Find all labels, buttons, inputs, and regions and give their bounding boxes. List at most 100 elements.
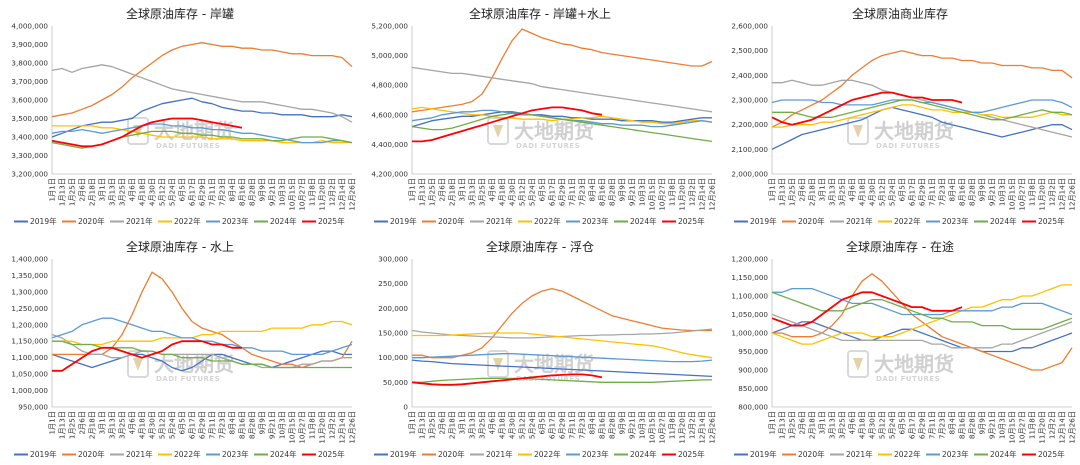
legend-item-label: 2020年 [438,449,465,459]
legend-item-label: 2021年 [846,216,873,226]
x-tick-label: 7月23日 [218,178,227,206]
series-line-2023年 [772,287,1073,316]
legend-item-label: 2019年 [390,216,417,226]
series-line-2021年 [51,333,352,369]
legend-item-label: 2020年 [798,216,825,226]
y-tick-label: 1,250,000 [11,304,48,313]
legend-item-label: 2019年 [30,216,57,226]
x-tick-label: 10月15日 [288,178,297,211]
x-tick-label: 1月25日 [788,178,797,206]
x-tick-label: 9月21日 [268,178,277,206]
x-tick-label: 12月14日 [1058,411,1067,444]
x-tick-label: 6月29日 [918,178,927,206]
x-tick-label: 4月30日 [868,411,877,439]
y-tick-label: 2,300,000 [731,96,768,105]
legend-item-label: 2022年 [894,216,921,226]
x-tick-label: 6月5日 [178,178,187,202]
x-tick-label: 3月1日 [458,411,467,435]
chart-title: 全球原油库存 - 岸罐+水上 [469,6,611,21]
legend-item-label: 2025年 [1038,216,1065,226]
chart-title: 全球原油商业库存 [852,6,948,21]
x-tick-label: 1月13日 [778,178,787,206]
legend-item-label: 2022年 [174,449,201,459]
y-tick-label: 1,300,000 [11,287,48,296]
x-tick-label: 4月6日 [488,178,497,202]
x-tick-label: 12月2日 [688,178,697,206]
series-line-2020年 [771,50,1073,128]
x-tick-label: 3月25日 [478,411,487,439]
series-line-2025年 [51,117,243,148]
legend-item-label: 2019年 [750,449,777,459]
y-tick-label: 2,400,000 [731,71,768,80]
watermark-en: DADI FUTURES [156,375,220,383]
x-tick-label: 12月26日 [708,411,717,444]
x-tick-label: 8月28日 [248,411,257,439]
y-tick-label: 5,000,000 [371,51,408,60]
x-tick-label: 10月15日 [288,411,297,444]
y-tick-label: 4,200,000 [371,170,408,179]
x-tick-label: 10月3日 [998,411,1007,439]
x-tick-label: 4月30日 [508,411,517,439]
chart-in-transit: 全球原油库存 - 在途 800,000 850,000 900,000 950,000 1… [731,239,1076,459]
x-tick-label: 11月20日 [318,178,327,211]
y-tick-label: 1,000,000 [11,386,48,395]
x-tick-label: 12月14日 [698,411,707,444]
x-tick-label: 3月13日 [108,178,117,206]
x-tick-label: 3月1日 [818,411,827,435]
x-tick-label: 4月30日 [148,411,157,439]
y-tick-label: 4,000,000 [11,22,48,31]
y-tick-label: 3,600,000 [11,96,48,105]
x-tick-label: 10月27日 [658,411,667,444]
x-tick-label: 5月12日 [878,178,887,206]
x-tick-label: 8月16日 [958,178,967,206]
x-tick-label: 10月3日 [278,411,287,439]
x-tick-label: 11月20日 [1038,411,1047,444]
x-tick-label: 3月25日 [838,178,847,206]
series-line-2019年 [51,97,353,138]
y-tick-label: 1,150,000 [731,273,768,282]
series-line-2022年 [52,320,353,346]
x-tick-label: 7月23日 [578,411,587,439]
watermark-logo-mark-icon [133,125,143,138]
watermark-logo-mark-icon [853,125,863,138]
x-tick-label: 10月27日 [1018,178,1027,211]
y-tick-label: 2,200,000 [731,120,768,129]
x-tick-label: 11月8日 [1028,411,1037,439]
x-tick-label: 2月6日 [438,178,447,202]
x-tick-label: 1月25日 [428,178,437,206]
x-tick-label: 8月28日 [968,411,977,439]
legend-item-label: 2023年 [582,216,609,226]
watermark-logo-icon [127,350,149,378]
x-tick-label: 3月25日 [118,411,127,439]
series-line-2025年 [771,91,963,126]
series-line-2019年 [411,111,712,128]
x-tick-label: 10月3日 [638,411,647,439]
x-tick-label: 1月25日 [788,411,797,439]
legend-item-label: 2019年 [30,449,57,459]
chart-panel-onshore: 全球原油库存 - 岸罐 3,200,000 3,300,000 3,400,000 3,… [0,0,360,232]
x-tick-label: 5月24日 [888,178,897,206]
series-line-2021年 [772,79,1073,138]
legend-item-label: 2022年 [534,449,561,459]
x-tick-label: 1月25日 [68,178,77,206]
x-tick-label: 3月25日 [118,178,127,206]
x-tick-label: 3月13日 [828,411,837,439]
series-line-2024年 [411,112,713,143]
x-tick-label: 2月6日 [798,411,807,435]
x-tick-label: 1月25日 [428,411,437,439]
x-tick-label: 12月26日 [348,411,357,444]
chart-title: 全球原油库存 - 浮仓 [486,239,594,254]
x-tick-label: 1月13日 [58,178,67,206]
x-tick-label: 9月9日 [978,411,987,435]
chart-title: 全球原油库存 - 水上 [126,239,234,254]
x-tick-label: 5月24日 [528,178,537,206]
watermark-logo-icon [487,350,509,378]
y-tick-label: 1,350,000 [11,271,48,280]
x-tick-label: 7月23日 [938,411,947,439]
x-tick-label: 2月6日 [798,178,807,202]
legend-item-label: 2023年 [582,449,609,459]
x-tick-label: 12月2日 [1048,178,1057,206]
legend-item-label: 2021年 [846,449,873,459]
legend-item-label: 2021年 [126,449,153,459]
